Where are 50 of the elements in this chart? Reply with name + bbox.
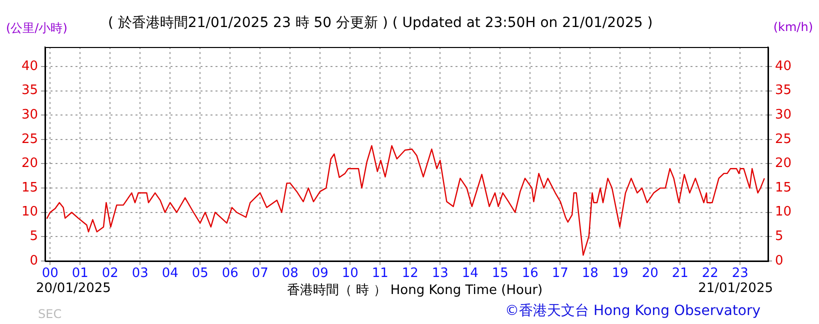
y2-tick-label: 25 [775, 132, 792, 147]
x-axis-title: 香港時間（ 時 ） Hong Kong Time (Hour) [287, 282, 543, 299]
y2-tick-label: 0 [775, 253, 784, 268]
y2-axis-title: (km/h) [773, 20, 813, 34]
y-axis-title: (公里/小時) [6, 20, 68, 37]
y-tick-label: 5 [30, 229, 38, 244]
text: SEC [38, 307, 62, 321]
y-tick-label: 10 [21, 204, 38, 220]
y-tick-label: 30 [21, 107, 38, 122]
x-tick-label: 04 [162, 266, 178, 282]
y2-tick-label: 40 [775, 58, 792, 74]
y-tick-label: 15 [21, 180, 38, 196]
y2-tick-label: 35 [775, 83, 792, 98]
text: 20/01/2025 [36, 281, 111, 296]
x-tick-label: 10 [342, 266, 358, 282]
y-tick-label: 35 [21, 83, 38, 98]
x-tick-label: 21 [672, 266, 688, 282]
x-tick-label: 15 [492, 266, 508, 282]
x-tick-label: 11 [372, 266, 388, 282]
x-tick-label: 19 [612, 266, 628, 282]
x-tick-label: 20 [642, 266, 658, 282]
y-tick-label: 40 [21, 58, 38, 74]
x-tick-label: 23 [732, 266, 748, 282]
x-tick-label: 09 [312, 266, 328, 282]
x-tick-label: 17 [552, 266, 568, 282]
x-tick-label: 22 [702, 266, 718, 282]
x-tick-label: 16 [522, 266, 538, 282]
y2-tick-label: 30 [775, 107, 792, 122]
y-tick-label: 25 [21, 132, 38, 147]
x-tick-label: 12 [402, 266, 418, 282]
text: 21/01/2025 [698, 281, 773, 296]
x-tick-label: 18 [582, 266, 598, 282]
y-tick-label: 0 [30, 253, 38, 268]
x-tick-label: 06 [222, 266, 238, 282]
x-tick-label: 02 [102, 266, 118, 282]
y2-tick-label: 5 [775, 229, 784, 244]
y2-tick-label: 10 [775, 204, 792, 220]
x-tick-label: 13 [432, 266, 448, 282]
x-tick-label: 05 [192, 266, 208, 282]
x-tick-label: 08 [282, 266, 298, 282]
x-tick-label: 01 [72, 266, 88, 282]
x-tick-label: 00 [42, 266, 58, 282]
y2-tick-label: 15 [775, 180, 792, 196]
text: ©香港天文台 Hong Kong Observatory [505, 302, 761, 320]
x-tick-label: 14 [462, 266, 478, 282]
y-tick-label: 20 [21, 156, 38, 172]
chart-title: ( 於香港時間21/01/2025 23 時 50 分更新 ) ( Updated at 23:50H on 21/01/2025 ) [108, 14, 653, 32]
y2-tick-label: 20 [775, 156, 792, 172]
x-tick-label: 03 [132, 266, 148, 282]
x-tick-label: 07 [252, 266, 268, 282]
